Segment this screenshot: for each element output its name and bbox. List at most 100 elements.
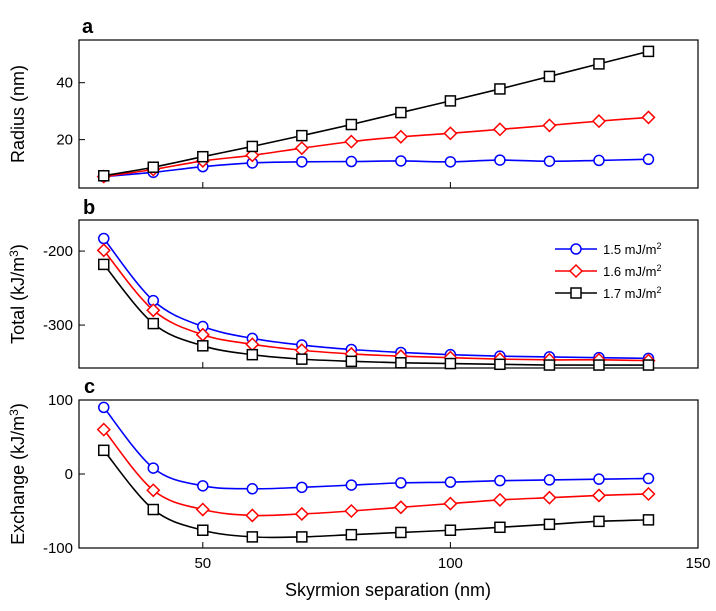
panel-c-series-1-point-1 [147,462,160,474]
panel-b-series-2-point-1 [146,303,161,318]
legend-entry-3: 1.7 mJ/m2 [555,285,661,301]
panel-b-series-2-line [103,249,649,362]
panel-a-series-3-point-5 [345,118,358,131]
panel-c-series-3-line [103,449,649,539]
legend-entry-1: 1.5 mJ/m2 [555,241,661,257]
panel-b-series-2-point-0 [96,243,111,258]
panel-a-series-2-point-3 [245,148,260,163]
panel-c-series-3-point-1 [147,503,160,516]
panel-b-series-3-point-5 [345,355,358,368]
panel-c-series-3 [98,444,655,543]
panel-c-series-3-point-5 [345,528,358,541]
panel-b-series-3-point-9 [543,359,556,371]
panel-c-series-2-point-6 [393,500,408,515]
panel-b-series-3-point-1 [147,317,160,330]
panel-c-series-1-line [103,406,649,490]
panel-a-series-3-point-6 [395,106,407,119]
panel-b-series-3-point-11 [642,359,655,371]
panel-a-series-2-point-8 [492,122,507,137]
panel-a-series-1-point-8 [494,154,506,166]
legend: 1.5 mJ/m2 1.6 mJ/m2 1.7 mJ/m2 [555,241,661,301]
panel-c-series-2-point-10 [591,488,607,503]
panel-a-series-1-point-10 [593,154,605,167]
panel-a-ytick-label-1: 40 [56,75,73,92]
panel-c-series-1-point-7 [444,476,457,488]
panel-b-letter: b [83,197,95,219]
panel-b-series-3-point-0 [98,258,110,271]
panel-a-series-3 [98,45,655,182]
panel-a-series-2-line [103,116,649,178]
panel-a-series-1-point-9 [543,155,556,167]
panel-b-series-2-point-2 [195,327,210,342]
panel-b-series-3-point-4 [296,353,308,365]
panel-a-series-2-point-5 [344,134,359,149]
panel-b-series-2 [96,243,656,368]
ticks-layer: 20 40 -200 -300 100 0 -100 50 100 150 [43,75,711,572]
panel-c-ylabel: Exchange (kJ/m3) [7,403,28,545]
panel-b-series-3-point-3 [246,348,259,361]
legend-entry-2: 1.6 mJ/m2 [555,263,661,279]
panel-a-ylabel: Radius (nm) [8,65,28,163]
panel-c-series-3-point-11 [642,514,655,526]
panel-a-letter: a [82,16,94,38]
panel-b-series-3-line [103,263,649,366]
legend-label-3: 1.7 mJ/m2 [603,285,661,301]
panel-c-xtick-label-2: 150 [685,555,710,572]
panel-a-series-2-point-6 [393,129,408,144]
panel-c-series-3-point-6 [395,526,407,539]
panel-a-series-2-point-4 [294,141,309,156]
panel-c-series-1-point-9 [543,474,556,486]
panel-c-series-3-point-8 [494,521,506,534]
panel-a-series-2-point-11 [641,110,656,125]
panel-a-series-3-line [103,50,649,177]
panel-a-series-2 [96,110,656,184]
panel-a-frame [78,39,699,189]
legend-marker-1 [570,243,582,255]
panel-b-frame [78,219,699,369]
panel-c-series-2-point-0 [96,422,111,437]
panel-c-xtick-label-1: 100 [438,555,463,572]
panel-a-series-2-point-10 [591,114,607,129]
panel-a-series-1-point-7 [444,156,457,168]
legend-label-2: 1.6 mJ/m2 [603,263,661,279]
panel-a-series-1-point-4 [296,156,308,168]
panel-a-series-3-point-7 [444,95,457,107]
panel-b-series-1-point-0 [98,232,110,245]
panel-a-series-1-point-5 [345,155,358,168]
panel-a-series-1-point-11 [642,153,655,166]
panel-a-series-3-point-9 [543,70,556,83]
panel-c-series-1-point-6 [395,477,407,489]
panel-a-series-2-point-7 [443,126,458,141]
panel-c-series-2-point-7 [443,496,458,511]
panel-c-series-3-point-4 [296,531,308,543]
panel-b-series-3-point-2 [197,340,209,352]
panel-c-series-3-point-0 [98,444,110,457]
panel-c-ytick-label-2: -100 [43,540,73,557]
panel-a-series-1 [98,153,655,183]
panel-c-series-2-point-1 [146,483,161,498]
panel-a-series-1-point-6 [395,155,407,167]
panel-c-series-1-point-0 [98,401,110,414]
panel-c-ytick-label-1: 0 [65,466,73,483]
panel-b-series-3-point-8 [494,358,506,371]
panel-b-series-3-point-10 [593,359,605,371]
panel-c-series-2-point-8 [492,492,507,507]
panel-a-series-2-point-9 [542,118,557,133]
panel-c-ytick-label-0: 100 [48,392,73,409]
x-axis-title: Skyrmion separation (nm) [285,580,491,600]
panel-a-series-3-point-1 [147,161,160,173]
panel-b-ytick-label-1: -300 [43,317,73,334]
panel-c-series-3-point-10 [593,515,605,528]
panel-c-series-2-line [103,429,649,517]
panel-c-xtick-label-0: 50 [194,555,211,572]
panel-c-series-3-point-2 [197,524,209,536]
panel-c-series-1-point-10 [593,473,605,485]
legend-marker-2 [568,263,584,279]
panel-a-series-3-point-4 [296,129,308,142]
panel-c-series-2-point-11 [641,486,656,502]
panel-c-series-1-point-5 [345,479,358,491]
panel-c-series-1-point-2 [197,480,209,492]
panel-c-series-2-point-9 [542,490,557,505]
panel-c-series-2-point-3 [245,508,260,523]
